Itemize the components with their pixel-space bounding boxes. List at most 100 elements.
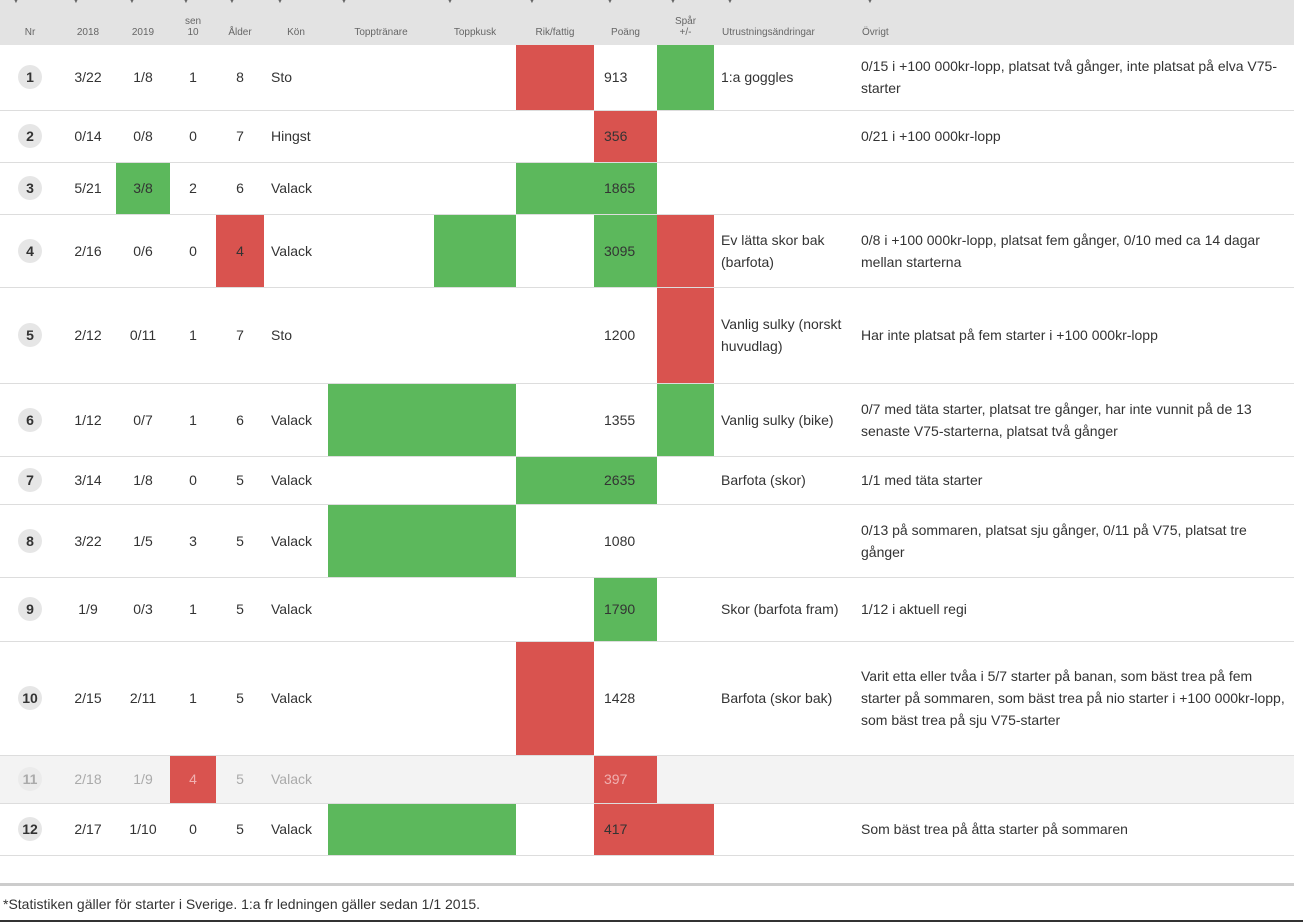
kon-cell: Sto (264, 287, 328, 384)
col-header-topptranare[interactable]: ▼ Topptränare (328, 0, 434, 45)
senaste-10-cell: 0 (170, 803, 216, 856)
senaste-10-cell: 0 (170, 214, 216, 288)
horse-stats-table: ▼ Nr ▼ 2018 ▼ 2019 ▼ sen 10 ▼ Ålder ▼ Kön ▼ Top… (0, 0, 1294, 856)
col-header-nr[interactable]: ▼ Nr (0, 0, 60, 45)
col-header-rik-fattig[interactable]: ▼ Rik/fattig (516, 0, 594, 45)
nr-cell: 12 (0, 803, 60, 856)
alder-cell: 5 (216, 456, 264, 505)
ovrigt-cell (854, 755, 1294, 804)
ovrigt-cell: 0/15 i +100 000kr-lopp, platsat två gång… (854, 45, 1294, 111)
topptranare-cell (328, 45, 434, 111)
year-2018-cell: 5/21 (60, 162, 116, 215)
poang-cell: 1200 (594, 287, 657, 384)
utrustning-cell: Vanlig sulky (bike) (714, 383, 854, 457)
col-header-ovrigt[interactable]: ▼ Övrigt (854, 0, 1294, 45)
topptranare-cell (328, 162, 434, 215)
spar-cell (657, 577, 714, 642)
alder-cell: 5 (216, 803, 264, 856)
spar-cell (657, 755, 714, 804)
rik-fattig-cell (516, 803, 594, 856)
alder-cell: 7 (216, 287, 264, 384)
poang-cell: 1428 (594, 641, 657, 756)
toppkusk-cell (434, 287, 516, 384)
poang-cell: 1080 (594, 504, 657, 578)
poang-cell: 3095 (594, 214, 657, 288)
sort-arrow-icon: ▼ (340, 0, 348, 5)
poang-cell: 913 (594, 45, 657, 111)
col-header-utrustning[interactable]: ▼ Utrustningsändringar (714, 0, 854, 45)
sort-arrow-icon: ▼ (128, 0, 136, 5)
ovrigt-cell: 0/7 med täta starter, platsat tre gånger… (854, 383, 1294, 457)
year-2019-cell: 0/8 (116, 110, 170, 163)
topptranare-cell (328, 641, 434, 756)
header-row: ▼ Nr ▼ 2018 ▼ 2019 ▼ sen 10 ▼ Ålder ▼ Kön ▼ Top… (0, 0, 1294, 45)
sort-arrow-icon: ▼ (528, 0, 536, 5)
sort-arrow-icon: ▼ (276, 0, 284, 5)
rik-fattig-cell (516, 45, 594, 111)
spar-cell (657, 162, 714, 215)
rik-fattig-cell (516, 641, 594, 756)
col-header-2019[interactable]: ▼ 2019 (116, 0, 170, 45)
table-row: 10 2/15 2/11 1 5 Valack 1428 Barfota (skor bak)… (0, 641, 1294, 756)
utrustning-cell (714, 162, 854, 215)
col-header-2018[interactable]: ▼ 2018 (60, 0, 116, 45)
table-row: 12 2/17 1/10 0 5 Valack 417 Som bäst trea på åt… (0, 803, 1294, 856)
year-2018-cell: 3/22 (60, 45, 116, 111)
year-2019-cell: 1/5 (116, 504, 170, 578)
kon-cell: Valack (264, 214, 328, 288)
nr-cell: 4 (0, 214, 60, 288)
senaste-10-cell: 2 (170, 162, 216, 215)
page-bottom-divider (0, 920, 1303, 922)
rik-fattig-cell (516, 162, 594, 215)
nr-cell: 11 (0, 755, 60, 804)
kon-cell: Valack (264, 577, 328, 642)
ovrigt-cell: 0/13 på sommaren, platsat sju gånger, 0/… (854, 504, 1294, 578)
senaste-10-cell: 0 (170, 456, 216, 505)
year-2018-cell: 2/17 (60, 803, 116, 856)
topptranare-cell (328, 383, 434, 457)
poang-cell: 356 (594, 110, 657, 163)
senaste-10-cell: 1 (170, 287, 216, 384)
spar-cell (657, 383, 714, 457)
nr-cell: 8 (0, 504, 60, 578)
col-header-alder[interactable]: ▼ Ålder (216, 0, 264, 45)
rik-fattig-cell (516, 456, 594, 505)
footnote: *Statistiken gäller för starter i Sverig… (3, 896, 481, 912)
nr-cell: 10 (0, 641, 60, 756)
col-header-toppkusk[interactable]: ▼ Toppkusk (434, 0, 516, 45)
ovrigt-cell: 1/1 med täta starter (854, 456, 1294, 505)
alder-cell: 5 (216, 641, 264, 756)
start-number-badge: 12 (18, 817, 42, 841)
col-header-spar[interactable]: ▼ Spår +/- (657, 0, 714, 45)
spar-cell (657, 110, 714, 163)
poang-cell: 1355 (594, 383, 657, 457)
spar-cell (657, 803, 714, 856)
year-2019-cell: 1/8 (116, 456, 170, 505)
utrustning-cell (714, 110, 854, 163)
toppkusk-cell (434, 504, 516, 578)
senaste-10-cell: 1 (170, 383, 216, 457)
topptranare-cell (328, 504, 434, 578)
table-bottom-border (0, 883, 1294, 886)
table-row: 5 2/12 0/11 1 7 Sto 1200 Vanlig sulky (norskt h… (0, 287, 1294, 384)
sort-arrow-icon: ▼ (606, 0, 614, 5)
col-header-kon[interactable]: ▼ Kön (264, 0, 328, 45)
kon-cell: Valack (264, 456, 328, 505)
utrustning-cell: 1:a goggles (714, 45, 854, 111)
sort-arrow-icon: ▼ (182, 0, 190, 5)
rik-fattig-cell (516, 504, 594, 578)
alder-cell: 5 (216, 577, 264, 642)
toppkusk-cell (434, 214, 516, 288)
start-number-badge: 10 (18, 686, 42, 710)
col-header-senaste-10[interactable]: ▼ sen 10 (170, 0, 216, 45)
nr-cell: 6 (0, 383, 60, 457)
spar-cell (657, 456, 714, 505)
rik-fattig-cell (516, 287, 594, 384)
alder-cell: 7 (216, 110, 264, 163)
toppkusk-cell (434, 383, 516, 457)
kon-cell: Valack (264, 803, 328, 856)
sort-arrow-icon: ▼ (669, 0, 677, 5)
senaste-10-cell: 0 (170, 110, 216, 163)
col-header-poang[interactable]: ▼ Poäng (594, 0, 657, 45)
year-2018-cell: 2/18 (60, 755, 116, 804)
